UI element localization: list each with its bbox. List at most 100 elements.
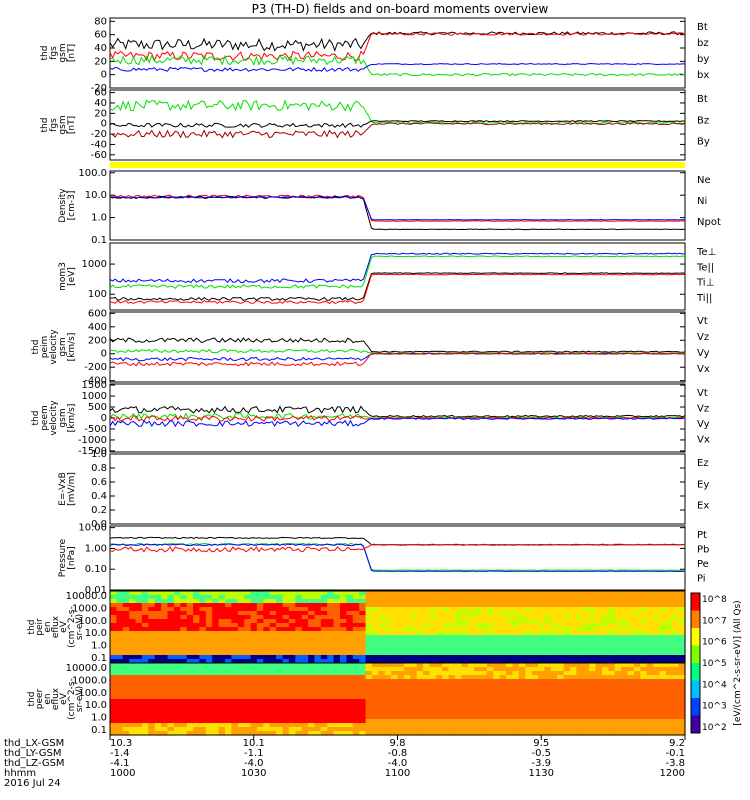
y-tick-label: 0.01: [85, 585, 107, 596]
spectrogram-cell: [595, 639, 603, 644]
spectrogram-cell: [173, 699, 181, 704]
spectrogram-cell: [518, 611, 526, 616]
spectrogram-cell: [333, 707, 341, 712]
spectrogram-cell: [576, 647, 584, 652]
spectrogram-cell: [327, 603, 335, 608]
spectrogram-cell: [199, 727, 207, 732]
spectrogram-cell: [582, 631, 590, 636]
spectrogram-cell: [550, 631, 558, 636]
legend-entry: Ex: [697, 501, 709, 512]
spectrogram-cell: [173, 591, 181, 596]
y-tick-label: 200: [88, 335, 107, 346]
spectrogram-cell: [237, 679, 245, 684]
spectrogram-cell: [410, 679, 418, 684]
spectrogram-cell: [263, 643, 271, 648]
spectrogram-cell: [397, 651, 405, 656]
spectrogram-cell: [244, 623, 252, 628]
spectrogram-cell: [672, 667, 680, 672]
spectrogram-cell: [256, 627, 264, 632]
spectrogram-cell: [148, 703, 156, 708]
spectrogram-cell: [659, 627, 667, 632]
spectrogram-cell: [141, 707, 149, 712]
spectrogram-cell: [563, 727, 571, 732]
spectrogram-cell: [480, 643, 488, 648]
spectrogram-cell: [288, 667, 296, 672]
spectrogram-cell: [122, 607, 130, 612]
spectrogram-cell: [563, 719, 571, 724]
spectrogram-cell: [550, 719, 558, 724]
y-tick-label: 1000: [82, 391, 107, 402]
spectrogram-cell: [672, 655, 680, 660]
spectrogram-cell: [295, 647, 303, 652]
spectrogram-cell: [122, 631, 130, 636]
spectrogram-cell: [582, 595, 590, 600]
spectrogram-cell: [250, 675, 258, 680]
spectrogram-cell: [110, 699, 117, 704]
spectrogram-cell: [397, 723, 405, 728]
spectrogram-cell: [486, 663, 494, 668]
spectrogram-cell: [244, 651, 252, 656]
spectrogram-cell: [371, 679, 379, 684]
spectrogram-cell: [582, 615, 590, 620]
spectrogram-cell: [653, 651, 661, 656]
spectrogram-cell: [250, 683, 258, 688]
spectrogram-cell: [110, 695, 117, 700]
spectrogram-cell: [371, 707, 379, 712]
spectrogram-cell: [154, 703, 162, 708]
spectrogram-cell: [212, 719, 220, 724]
spectrogram-cell: [116, 599, 124, 604]
spectrogram-cell: [614, 727, 622, 732]
spectrogram-cell: [327, 695, 335, 700]
y-tick-label: 20: [94, 56, 107, 67]
spectrogram-cell: [231, 731, 239, 736]
spectrogram-cell: [512, 663, 520, 668]
spectrogram-cell: [340, 695, 347, 700]
spectrogram-cell: [282, 595, 290, 600]
spectrogram-cell: [282, 683, 290, 688]
spectrogram-cell: [148, 659, 156, 664]
spectrogram-cell: [601, 627, 609, 632]
spectrogram-cell: [665, 679, 673, 684]
spectrogram-cell: [193, 719, 201, 724]
spectrogram-cell: [295, 731, 303, 736]
spectrogram-cell: [371, 675, 379, 680]
spectrogram-cell: [397, 731, 405, 736]
spectrogram-cell: [391, 687, 399, 692]
spectrogram-cell: [646, 707, 654, 712]
spectrogram-cell: [199, 679, 207, 684]
spectrogram-cell: [659, 715, 667, 720]
spectrogram-cell: [314, 627, 322, 632]
spectrogram-cell: [263, 603, 271, 608]
spectrogram-cell: [582, 695, 590, 700]
spectrogram-cell: [442, 599, 450, 604]
spectrogram-cell: [435, 639, 443, 644]
spectrogram-cell: [403, 619, 411, 624]
spectrogram-cell: [455, 703, 462, 708]
spectrogram-cell: [371, 655, 379, 660]
spectrogram-cell: [148, 663, 156, 668]
spectrogram-cell: [256, 607, 264, 612]
spectrogram-cell: [474, 651, 482, 656]
spectrogram-cell: [340, 671, 347, 676]
spectrogram-cell: [633, 683, 641, 688]
spectrogram-cell: [327, 691, 335, 696]
spectrogram-cell: [455, 691, 462, 696]
spectrogram-cell: [333, 671, 341, 676]
spectrogram-cell: [282, 611, 290, 616]
spectrogram-cell: [633, 691, 641, 696]
spectrogram-cell: [448, 651, 456, 656]
spectrogram-cell: [633, 591, 641, 596]
spectrogram-cell: [110, 683, 117, 688]
spectrogram-cell: [506, 691, 514, 696]
spectrogram-cell: [589, 615, 597, 620]
spectrogram-cell: [391, 715, 399, 720]
spectrogram-cell: [129, 607, 137, 612]
spectrogram-cell: [595, 683, 603, 688]
spectrogram-cell: [512, 711, 520, 716]
spectrogram-cell: [614, 695, 622, 700]
spectrogram-cell: [212, 607, 220, 612]
spectrogram-cell: [659, 607, 667, 612]
spectrogram-cell: [193, 615, 201, 620]
spectrogram-cell: [295, 667, 303, 672]
spectrogram-cell: [403, 667, 411, 672]
